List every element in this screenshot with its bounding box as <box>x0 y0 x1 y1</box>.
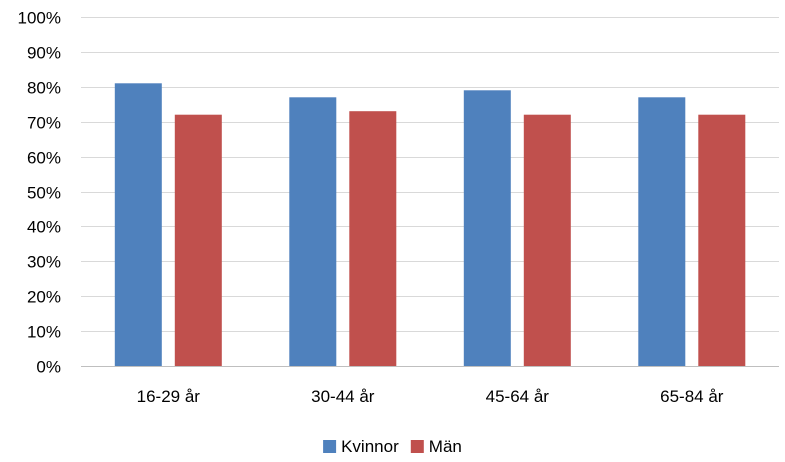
legend-label-0: Kvinnor <box>341 437 399 456</box>
y-tick-label: 0% <box>36 358 61 377</box>
legend-label-1: Män <box>429 437 462 456</box>
x-axis-tick-labels: 16-29 år 30-44 år 45-64 år 65-84 år <box>137 387 724 406</box>
y-tick-label: 70% <box>27 114 61 133</box>
bar-m-n-1 <box>349 111 397 366</box>
y-tick-label: 60% <box>27 149 61 168</box>
y-tick-label: 50% <box>27 184 61 203</box>
y-tick-label: 40% <box>27 218 61 237</box>
bar-kvinnor-2 <box>463 90 511 367</box>
y-tick-label: 10% <box>27 323 61 342</box>
x-tick-label: 45-64 år <box>486 387 550 406</box>
legend-swatch-1 <box>410 440 424 453</box>
bar-m-n-3 <box>698 114 746 366</box>
legend-swatch-0 <box>323 440 337 453</box>
x-tick-label: 30-44 år <box>311 387 375 406</box>
legend: Kvinnor Män <box>323 437 462 456</box>
bar-m-n-2 <box>523 114 571 366</box>
bars <box>114 83 746 367</box>
y-tick-label: 80% <box>27 79 61 98</box>
bar-kvinnor-0 <box>114 83 162 367</box>
y-tick-label: 90% <box>27 44 61 63</box>
y-axis-tick-labels: 0% 10% 20% 30% 40% 50% 60% 70% 80% 90% 100% <box>18 9 61 377</box>
bar-kvinnor-1 <box>289 97 337 367</box>
x-tick-label: 65-84 år <box>660 387 724 406</box>
bar-kvinnor-3 <box>638 97 686 367</box>
y-tick-label: 30% <box>27 253 61 272</box>
y-tick-label: 100% <box>18 9 61 28</box>
x-tick-label: 16-29 år <box>137 387 201 406</box>
bar-m-n-0 <box>174 114 222 366</box>
y-tick-label: 20% <box>27 288 61 307</box>
